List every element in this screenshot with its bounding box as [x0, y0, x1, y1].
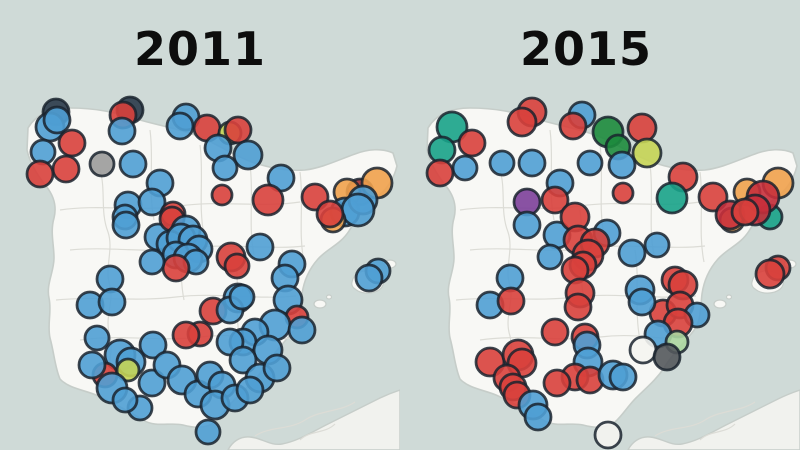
city-dot-red[interactable]	[223, 115, 253, 145]
city-dot-blue[interactable]	[536, 243, 564, 271]
city-dot-blue[interactable]	[340, 192, 376, 228]
city-dot-red[interactable]	[210, 183, 234, 207]
city-dot-blue[interactable]	[523, 402, 553, 432]
city-dot-blue[interactable]	[627, 287, 657, 317]
map-panel-2011: 2011	[25, 26, 400, 450]
city-dot-blue[interactable]	[576, 149, 604, 177]
city-dot-blue[interactable]	[512, 210, 542, 240]
city-dot-blue[interactable]	[194, 418, 222, 446]
city-dots	[25, 95, 394, 446]
city-dot-blue[interactable]	[517, 148, 547, 178]
city-dot-white[interactable]	[593, 420, 623, 450]
city-dot-red[interactable]	[563, 292, 593, 322]
city-dot-blue[interactable]	[111, 386, 139, 414]
city-dot-blue[interactable]	[608, 362, 638, 392]
spain-map-2015	[400, 0, 800, 450]
city-dot-red[interactable]	[315, 199, 345, 229]
city-dot-blue[interactable]	[228, 345, 258, 375]
city-dot-blue[interactable]	[245, 232, 275, 262]
city-dot-lime[interactable]	[631, 137, 663, 169]
city-dot-blue[interactable]	[211, 154, 239, 182]
spain-map-2011	[25, 95, 400, 450]
city-dot-red[interactable]	[558, 111, 588, 141]
city-dot-red[interactable]	[754, 258, 786, 290]
city-dot-red[interactable]	[540, 317, 570, 347]
city-dot-red[interactable]	[457, 128, 487, 158]
city-dot-gray[interactable]	[88, 150, 116, 178]
city-dot-blue[interactable]	[235, 375, 265, 405]
city-dot-red[interactable]	[161, 253, 191, 283]
city-dot-blue[interactable]	[643, 231, 671, 259]
city-dot-blue[interactable]	[451, 154, 479, 182]
city-dot-blue[interactable]	[165, 111, 195, 141]
city-dot-teal[interactable]	[655, 181, 689, 215]
city-dot-red[interactable]	[496, 286, 526, 316]
city-dot-red[interactable]	[611, 181, 635, 205]
city-dot-red[interactable]	[51, 154, 81, 184]
city-dot-white[interactable]	[628, 335, 658, 365]
city-dot-red[interactable]	[223, 252, 251, 280]
city-dot-blue[interactable]	[488, 149, 516, 177]
city-dot-blue[interactable]	[83, 324, 111, 352]
city-dot-blue[interactable]	[617, 238, 647, 268]
city-dot-blue[interactable]	[42, 105, 72, 135]
city-dots	[425, 96, 795, 450]
city-dot-red[interactable]	[540, 185, 570, 215]
city-dot-red[interactable]	[57, 128, 87, 158]
city-dot-red[interactable]	[171, 320, 201, 350]
city-dot-blue[interactable]	[138, 330, 168, 360]
city-dot-blue[interactable]	[607, 150, 637, 180]
city-dot-blue[interactable]	[137, 187, 167, 217]
city-dot-blue[interactable]	[228, 283, 256, 311]
map-panel-2015: 2015	[400, 0, 800, 450]
city-dot-blue[interactable]	[118, 149, 148, 179]
city-dot-darkgray[interactable]	[652, 342, 682, 372]
city-dot-red[interactable]	[542, 368, 572, 398]
city-dot-red[interactable]	[251, 183, 285, 217]
city-dot-blue[interactable]	[287, 315, 317, 345]
city-dot-blue[interactable]	[138, 248, 166, 276]
africa-landmass	[627, 389, 800, 450]
city-dot-blue[interactable]	[111, 210, 141, 240]
city-dot-blue[interactable]	[97, 287, 127, 317]
city-dot-red[interactable]	[730, 197, 760, 227]
africa-landmass	[227, 389, 400, 450]
city-dot-blue[interactable]	[354, 263, 384, 293]
city-dot-red[interactable]	[25, 159, 55, 189]
city-dot-red[interactable]	[506, 106, 538, 138]
city-dot-blue[interactable]	[77, 350, 107, 380]
city-dot-red[interactable]	[626, 112, 658, 144]
city-dot-blue[interactable]	[107, 116, 137, 146]
city-dot-blue[interactable]	[232, 139, 264, 171]
city-dot-blue[interactable]	[262, 353, 292, 383]
city-dot-red[interactable]	[425, 158, 455, 188]
